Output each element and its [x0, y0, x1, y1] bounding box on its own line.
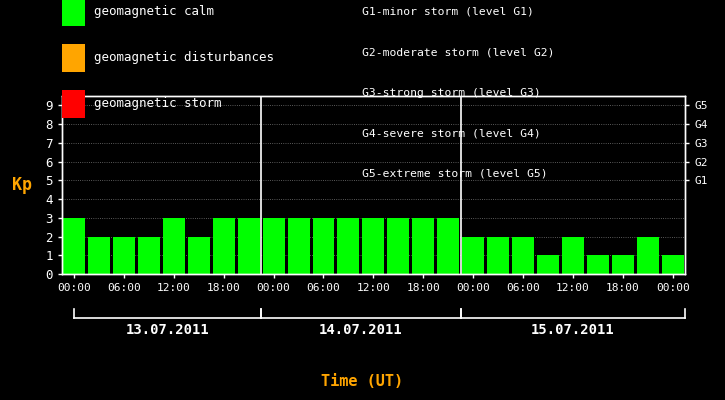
Text: G2-moderate storm (level G2): G2-moderate storm (level G2): [362, 48, 555, 58]
Bar: [163, 218, 185, 274]
Text: 13.07.2011: 13.07.2011: [125, 323, 210, 337]
Bar: [462, 236, 484, 274]
Text: G5-extreme storm (level G5): G5-extreme storm (level G5): [362, 169, 548, 179]
Bar: [612, 255, 634, 274]
Bar: [138, 236, 160, 274]
Text: 15.07.2011: 15.07.2011: [531, 323, 615, 337]
Bar: [587, 255, 609, 274]
Bar: [562, 236, 584, 274]
Bar: [662, 255, 684, 274]
Text: G4-severe storm (level G4): G4-severe storm (level G4): [362, 128, 542, 138]
Bar: [113, 236, 135, 274]
Text: 14.07.2011: 14.07.2011: [319, 323, 403, 337]
Bar: [88, 236, 110, 274]
Text: Time (UT): Time (UT): [321, 374, 404, 390]
Bar: [487, 236, 509, 274]
Bar: [262, 218, 285, 274]
Bar: [512, 236, 534, 274]
Text: G1-minor storm (level G1): G1-minor storm (level G1): [362, 7, 534, 17]
Text: Kp: Kp: [12, 176, 32, 194]
Bar: [437, 218, 459, 274]
Bar: [387, 218, 410, 274]
Text: geomagnetic storm: geomagnetic storm: [94, 98, 221, 110]
Text: geomagnetic disturbances: geomagnetic disturbances: [94, 52, 273, 64]
Bar: [312, 218, 334, 274]
Bar: [362, 218, 384, 274]
Text: geomagnetic calm: geomagnetic calm: [94, 6, 214, 18]
Bar: [238, 218, 260, 274]
Bar: [637, 236, 659, 274]
Bar: [288, 218, 310, 274]
Bar: [63, 218, 85, 274]
Bar: [212, 218, 235, 274]
Bar: [537, 255, 559, 274]
Bar: [413, 218, 434, 274]
Text: G3-strong storm (level G3): G3-strong storm (level G3): [362, 88, 542, 98]
Bar: [337, 218, 360, 274]
Bar: [188, 236, 210, 274]
